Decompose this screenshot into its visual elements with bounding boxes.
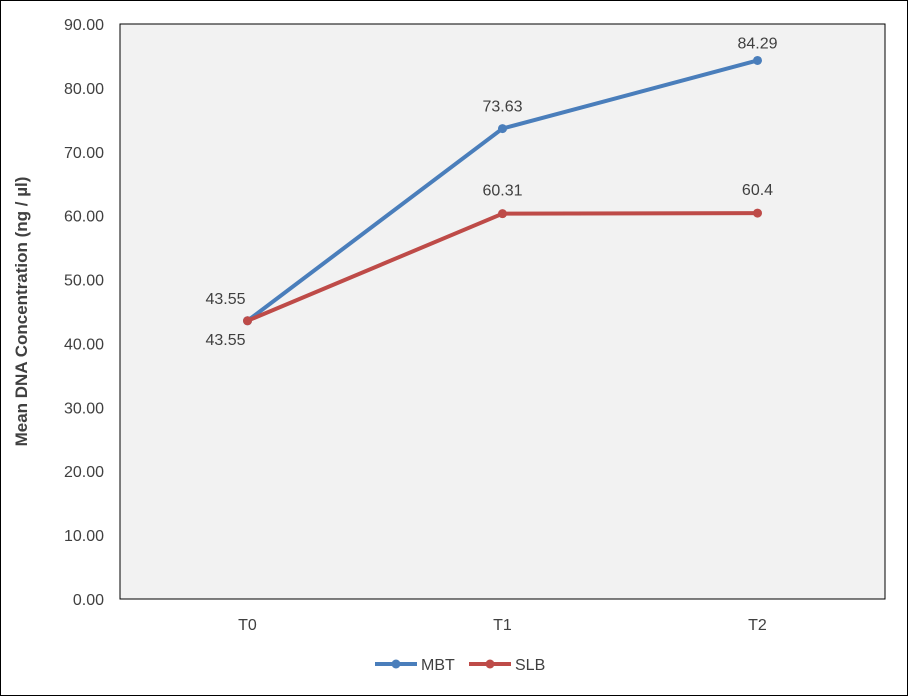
x-tick-label: T2 <box>748 617 767 634</box>
series-layer: 43.55 73.63 84.29 43.55 60.31 60.4 <box>205 35 777 348</box>
data-label-slb: 60.31 <box>482 183 522 200</box>
y-tick-label: 10.00 <box>64 528 104 545</box>
legend-label: MBT <box>421 657 455 674</box>
y-tick-label: 90.00 <box>64 17 104 34</box>
y-axis-ticks: 0.00 10.00 20.00 30.00 40.00 50.00 60.00 70.00 8… <box>64 17 104 609</box>
y-tick-label: 30.00 <box>64 400 104 417</box>
legend-item-slb: SLB <box>469 657 545 674</box>
data-label-slb: 43.55 <box>205 332 245 349</box>
legend-label: SLB <box>515 657 545 674</box>
data-point-slb <box>753 208 762 218</box>
x-tick-label: T0 <box>238 617 257 634</box>
data-point-slb <box>243 316 252 326</box>
x-tick-label: T1 <box>493 617 512 634</box>
series-slb <box>243 208 762 326</box>
y-tick-label: 40.00 <box>64 336 104 353</box>
data-label-mbt: 84.29 <box>737 35 777 52</box>
data-label-mbt: 43.55 <box>205 291 245 308</box>
data-point-mbt <box>753 55 762 65</box>
y-tick-label: 60.00 <box>64 209 104 226</box>
legend-item-mbt: MBT <box>375 657 455 674</box>
legend-marker <box>485 659 495 669</box>
data-point-slb <box>498 209 507 219</box>
y-tick-label: 0.00 <box>73 592 104 609</box>
data-label-slb: 60.4 <box>742 182 773 199</box>
y-tick-label: 20.00 <box>64 464 104 481</box>
legend: MBT SLB <box>375 657 545 674</box>
y-tick-label: 80.00 <box>64 81 104 98</box>
y-axis-title: Mean DNA Concentration (ng / µl) <box>12 177 31 447</box>
y-tick-label: 70.00 <box>64 145 104 162</box>
y-tick-label: 50.00 <box>64 273 104 290</box>
x-axis-ticks: T0 T1 T2 <box>238 617 767 634</box>
data-label-mbt: 73.63 <box>482 99 522 116</box>
data-point-mbt <box>498 124 507 134</box>
legend-marker <box>391 659 401 669</box>
plot-area <box>119 23 886 600</box>
